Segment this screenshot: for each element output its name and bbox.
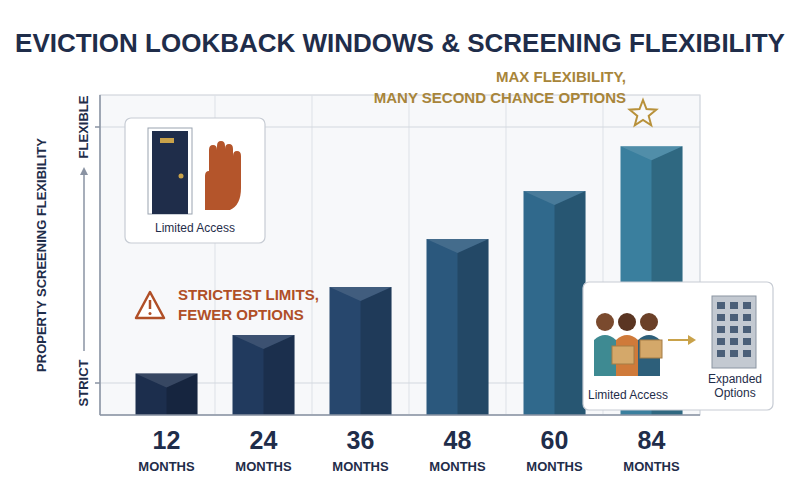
bar-highlight bbox=[330, 287, 392, 301]
person-head bbox=[640, 313, 658, 331]
x-tick-label: 12 MONTHS bbox=[138, 426, 195, 474]
axis-arrow bbox=[83, 173, 85, 351]
warning-icon-mark bbox=[149, 300, 152, 309]
card-caption: Limited Access bbox=[588, 388, 668, 402]
x-tick-number: 48 bbox=[444, 426, 472, 454]
building-window bbox=[743, 326, 751, 333]
plot-frame bbox=[100, 95, 700, 415]
x-tick-label: 84 MONTHS bbox=[623, 426, 680, 474]
building-window bbox=[717, 350, 725, 357]
x-tick-unit: MONTHS bbox=[429, 459, 486, 474]
y-tick bbox=[95, 126, 100, 128]
x-tick-unit: MONTHS bbox=[332, 459, 389, 474]
annotation: MAX FLEXIBILITY, MANY SECOND CHANCE OPTIO… bbox=[374, 68, 626, 106]
bar-shading bbox=[555, 191, 586, 415]
building-window bbox=[717, 338, 725, 345]
building-window bbox=[730, 326, 738, 333]
door bbox=[152, 131, 188, 214]
card-caption: ExpandedOptions bbox=[708, 372, 762, 400]
building-window bbox=[730, 350, 738, 357]
bar bbox=[136, 373, 198, 415]
building-icon bbox=[712, 296, 756, 368]
person-head bbox=[618, 313, 636, 331]
caption-line: Options bbox=[714, 386, 755, 400]
y-tick bbox=[95, 382, 100, 384]
y-tick-label: STRICT bbox=[76, 359, 91, 406]
x-tick-number: 12 bbox=[153, 426, 181, 454]
grid-line-x bbox=[100, 95, 101, 415]
building-window bbox=[717, 326, 725, 333]
arrow-icon bbox=[668, 339, 690, 341]
door-knob bbox=[179, 174, 184, 179]
grid-line-x bbox=[312, 95, 313, 415]
x-tick-label: 60 MONTHS bbox=[526, 426, 583, 474]
bar-highlight bbox=[136, 373, 198, 387]
bar-shading bbox=[264, 335, 295, 415]
card-caption: Limited Access bbox=[155, 221, 235, 235]
x-tick-label: 36 MONTHS bbox=[332, 426, 389, 474]
door-frame bbox=[148, 128, 192, 214]
arrow-icon-head bbox=[688, 335, 696, 345]
building-window bbox=[730, 314, 738, 321]
building-window bbox=[730, 302, 738, 309]
box-icon bbox=[612, 346, 634, 364]
bar-highlight bbox=[621, 146, 683, 160]
x-tick-unit: MONTHS bbox=[235, 459, 292, 474]
x-tick-unit: MONTHS bbox=[138, 459, 195, 474]
title: EVICTION LOOKBACK WINDOWS & SCREENING FL… bbox=[15, 28, 785, 58]
card-frame bbox=[583, 282, 773, 410]
building-window bbox=[717, 302, 725, 309]
x-tick-number: 60 bbox=[541, 426, 569, 454]
box-icon bbox=[640, 340, 662, 358]
star-icon bbox=[630, 100, 657, 125]
bar bbox=[427, 239, 489, 415]
axis-arrow-head bbox=[80, 167, 88, 175]
y-axis-title: PROPERTY SCREENING FLEXIBILITY bbox=[34, 138, 49, 372]
x-tick-number: 84 bbox=[638, 426, 666, 454]
x-axis bbox=[100, 414, 700, 416]
x-tick-number: 36 bbox=[347, 426, 375, 454]
building-window bbox=[743, 338, 751, 345]
bar-highlight bbox=[233, 335, 295, 349]
x-tick-unit: MONTHS bbox=[623, 459, 680, 474]
annotation-line: FEWER OPTIONS bbox=[178, 306, 304, 323]
bar-highlight bbox=[427, 239, 489, 253]
x-tick-label: 24 MONTHS bbox=[235, 426, 292, 474]
x-tick-number: 24 bbox=[250, 426, 278, 454]
warning-icon-dot bbox=[149, 312, 152, 315]
annotation-line: MAX FLEXIBILITY, bbox=[496, 68, 626, 85]
building-window bbox=[743, 302, 751, 309]
x-tick-label: 48 MONTHS bbox=[429, 426, 486, 474]
person-head bbox=[596, 313, 614, 331]
bar bbox=[233, 335, 295, 415]
bar bbox=[524, 191, 586, 415]
y-tick-label: FLEXIBLE bbox=[76, 95, 91, 158]
building-window bbox=[743, 350, 751, 357]
bar-shading bbox=[458, 239, 489, 415]
bar-shading bbox=[361, 287, 392, 415]
annotation-line: MANY SECOND CHANCE OPTIONS bbox=[374, 89, 626, 106]
building-window bbox=[730, 338, 738, 345]
grid-line-x bbox=[409, 95, 410, 415]
card-frame bbox=[125, 118, 265, 243]
hand-icon bbox=[205, 141, 241, 210]
background bbox=[0, 0, 800, 500]
door-plate bbox=[160, 138, 174, 143]
grid-line-x bbox=[506, 95, 507, 415]
building-window bbox=[743, 314, 751, 321]
chart: EVICTION LOOKBACK WINDOWS & SCREENING FL… bbox=[0, 0, 800, 500]
caption-line: Expanded bbox=[708, 372, 762, 386]
door-card: Limited Access bbox=[125, 118, 265, 243]
building-window bbox=[717, 314, 725, 321]
bar-highlight bbox=[524, 191, 586, 205]
annotation: STRICTEST LIMITS, FEWER OPTIONS bbox=[178, 286, 319, 323]
warning-icon bbox=[136, 292, 164, 318]
bar bbox=[330, 287, 392, 415]
x-tick-unit: MONTHS bbox=[526, 459, 583, 474]
annotation-line: STRICTEST LIMITS, bbox=[178, 286, 319, 303]
people-card: Limited Access ExpandedOptions bbox=[583, 282, 773, 410]
y-axis bbox=[99, 95, 101, 415]
